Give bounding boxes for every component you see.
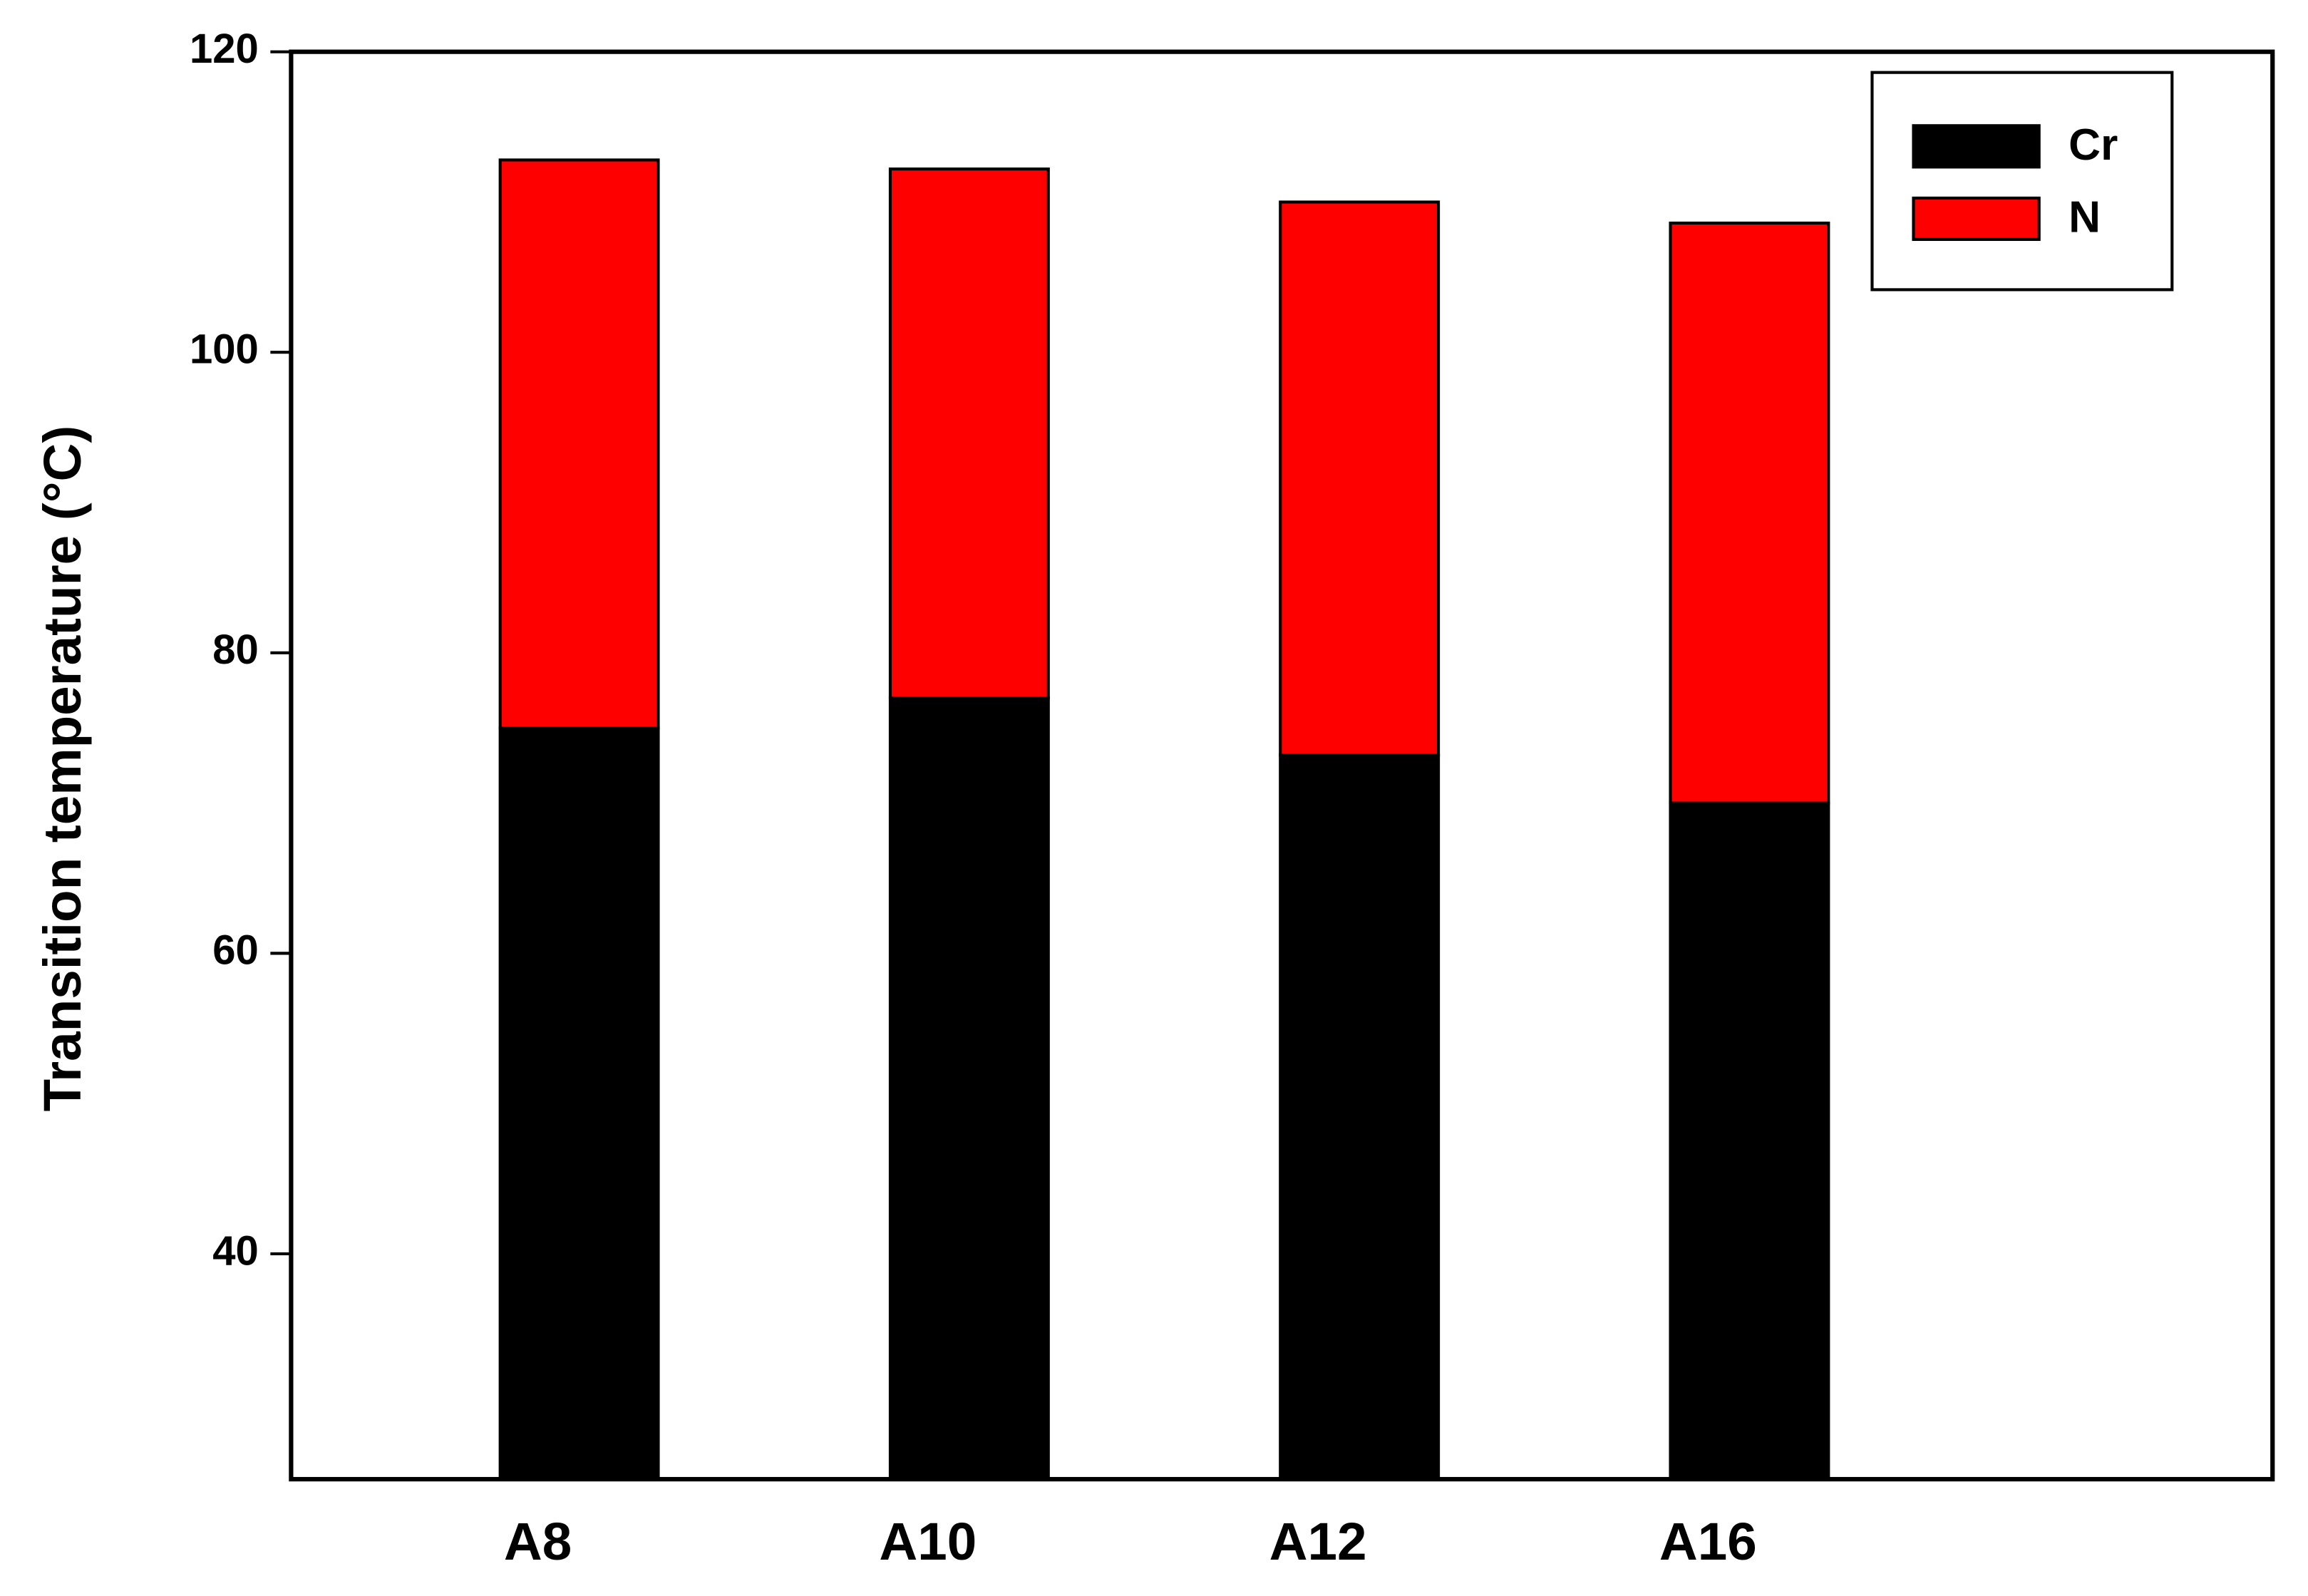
y-tick-label: 40 (212, 1227, 259, 1274)
legend-swatch (1912, 196, 2041, 241)
y-tick-label: 100 (190, 326, 259, 373)
y-tick-label: 120 (190, 26, 259, 72)
legend-label: Cr (2069, 120, 2118, 170)
legend-box (1870, 71, 2174, 292)
bar-segment (498, 158, 660, 730)
bar-segment (1669, 801, 1830, 1481)
x-tick-label: A10 (879, 1511, 977, 1571)
bar-segment (1669, 221, 1830, 805)
x-tick-label: A8 (504, 1511, 572, 1571)
bar-segment (498, 726, 660, 1481)
legend-swatch (1912, 124, 2041, 169)
y-tick-label: 80 (212, 627, 259, 673)
x-tick-label: A12 (1269, 1511, 1367, 1571)
x-tick-label: A16 (1659, 1511, 1757, 1571)
y-tick-label: 60 (212, 927, 259, 974)
bar-segment (1279, 200, 1441, 757)
bar-segment (888, 696, 1050, 1481)
bar-segment (1279, 753, 1441, 1481)
y-axis-label: Transition temperature (°C) (32, 426, 92, 1112)
bar-segment (888, 167, 1050, 700)
legend-label: N (2069, 192, 2101, 242)
plot-frame (289, 49, 2275, 1482)
